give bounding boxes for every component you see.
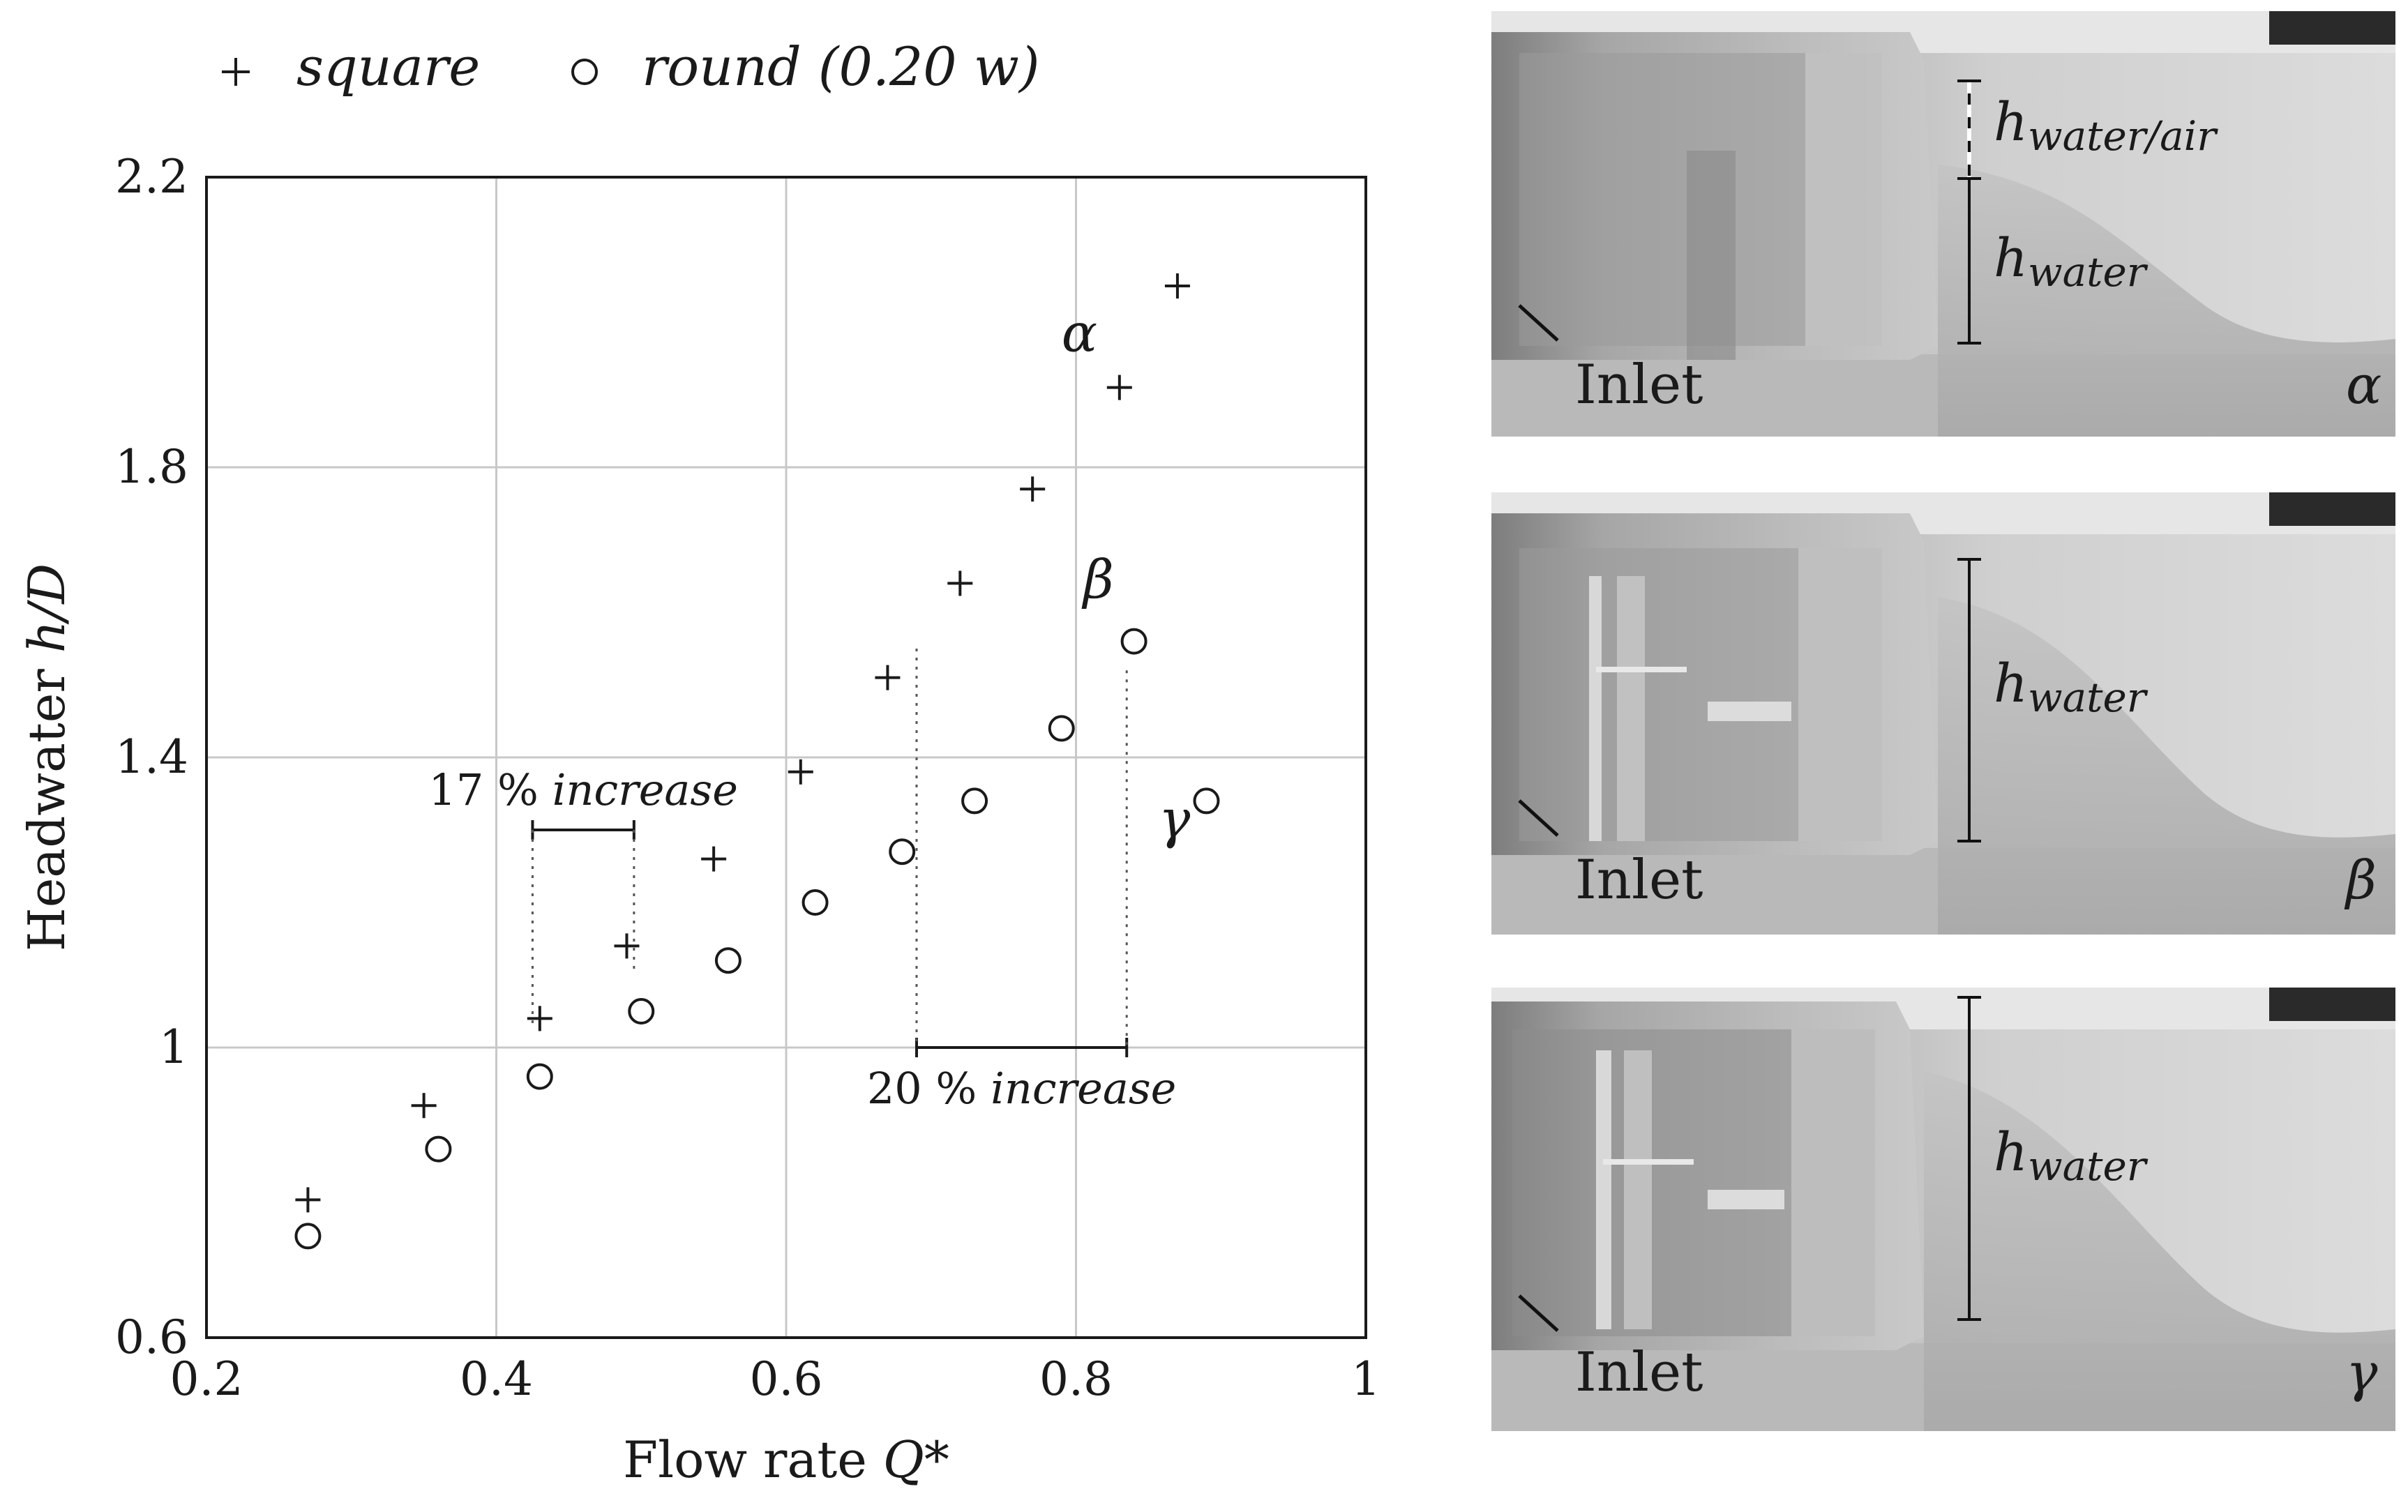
point-label: β (1081, 548, 1114, 610)
data-point-round (1193, 787, 1220, 815)
h-water-label-alpha: hwater (1994, 227, 2149, 296)
increase-annotation: 20 % increase (867, 649, 1177, 1114)
y-tick-label: 1 (159, 1020, 188, 1074)
x-tick-label: 0.2 (170, 1352, 243, 1406)
data-point-round (889, 838, 916, 865)
scatter-chart: 0.2 0.4 0.6 0.8 10.611.41.82.2 Flow rate Q* … (17, 36, 1380, 1489)
point-labels: α β γ (1062, 302, 1191, 850)
data-point-square (295, 1187, 321, 1213)
y-tick-label: 1.4 (115, 730, 188, 784)
x-axis-label: Flow rate Q* (623, 1430, 949, 1489)
photo-greek-alpha: α (2346, 354, 2381, 416)
legend-marker-round (571, 59, 598, 85)
data-point-square (411, 1093, 437, 1119)
y-tick-label: 0.6 (115, 1310, 188, 1364)
increase-label: 17 % increase (428, 764, 738, 815)
data-point-round (425, 1135, 452, 1163)
legend-label-round: round (0.20 w) (642, 36, 1040, 98)
data-point-square (875, 665, 901, 690)
data-point-square (1106, 375, 1132, 400)
inlet-label-alpha: Inlet (1575, 354, 1703, 416)
data-markers (294, 273, 1220, 1250)
y-tick-label: 2.2 (115, 150, 188, 204)
data-point-round (802, 889, 829, 916)
x-tick-label: 0.8 (1039, 1352, 1113, 1406)
plot-frame (205, 176, 1367, 1339)
x-tick-label: 1 (1351, 1352, 1380, 1406)
legend: square round (0.20 w) (222, 36, 1040, 98)
photo-panel-alpha: hwater/air hwater Inlet α (1491, 11, 2395, 437)
point-label: α (1062, 302, 1097, 364)
data-point-round (294, 1223, 322, 1250)
photo-greek-gamma: γ (2346, 1341, 2378, 1403)
h-water-air-label: hwater/air (1994, 91, 2218, 160)
data-point-square (701, 846, 727, 872)
legend-label-square: square (296, 36, 480, 98)
data-point-square (788, 759, 813, 785)
y-tick-label: 1.8 (115, 440, 188, 494)
data-point-square (947, 570, 973, 596)
grid-lines (205, 176, 1367, 1339)
x-tick-label: 0.6 (750, 1352, 823, 1406)
photo-greek-beta: β (2344, 849, 2377, 911)
h-water-label-beta: hwater (1994, 652, 2149, 721)
data-point-round (628, 998, 655, 1025)
data-point-square (1164, 273, 1190, 298)
data-point-round (526, 1063, 553, 1090)
y-axis-label: Headwater h/D (17, 564, 76, 951)
h-water-label-gamma: hwater (1994, 1121, 2149, 1190)
x-tick-label: 0.4 (460, 1352, 533, 1406)
increase-annotation: 17 % increase (428, 764, 738, 1026)
inlet-label-gamma: Inlet (1575, 1341, 1703, 1404)
annotations: 17 % increase 20 % increase (428, 649, 1176, 1114)
data-point-square (614, 933, 640, 959)
data-point-round (1120, 628, 1147, 655)
inlet-label-beta: Inlet (1575, 849, 1703, 912)
increase-label: 20 % increase (867, 1063, 1177, 1114)
data-point-round (714, 947, 742, 974)
photo-panel-gamma: hwater Inlet γ (1491, 988, 2395, 1431)
point-label: γ (1159, 787, 1191, 849)
data-point-square (1020, 476, 1046, 502)
data-point-round (961, 787, 988, 815)
data-point-square (527, 1006, 552, 1031)
photo-panels: hwater/air hwater Inlet α hwater Inlet (1491, 11, 2395, 1431)
tick-labels: 0.2 0.4 0.6 0.8 1 0.6 1 1.4 1.8 2.2 (115, 150, 1380, 1406)
photo-panel-beta: hwater Inlet β (1491, 492, 2395, 935)
data-point-round (1048, 715, 1075, 742)
legend-marker-square (222, 58, 250, 86)
